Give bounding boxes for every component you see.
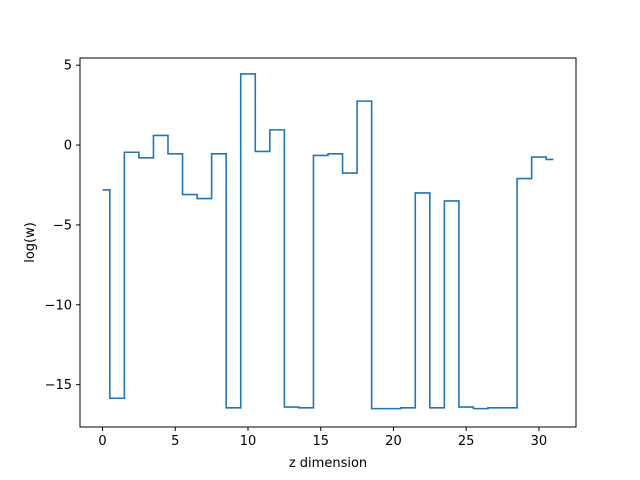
y-axis-label: log(w) [23, 222, 38, 263]
y-tick-label: −10 [45, 298, 72, 313]
x-tick-label: 25 [458, 434, 475, 449]
y-tick-label: 0 [64, 139, 72, 154]
y-tick-label: −5 [53, 218, 72, 233]
x-tick-label: 10 [240, 434, 257, 449]
x-tick-label: 0 [98, 434, 106, 449]
axes-frame [79, 57, 577, 428]
x-axis-ticks: 0 5 10 15 20 25 30 [98, 427, 547, 449]
series-line [102, 73, 554, 410]
x-tick-label: 20 [385, 434, 402, 449]
y-axis-ticks: 5 0 −5 −10 −15 [45, 59, 80, 393]
plot-area [102, 73, 554, 410]
x-axis-label: z dimension [289, 456, 367, 471]
x-tick-label: 15 [312, 434, 329, 449]
x-tick-label: 5 [171, 434, 179, 449]
y-tick-label: −15 [45, 378, 72, 393]
y-tick-label: 5 [64, 59, 72, 74]
x-tick-label: 30 [531, 434, 548, 449]
